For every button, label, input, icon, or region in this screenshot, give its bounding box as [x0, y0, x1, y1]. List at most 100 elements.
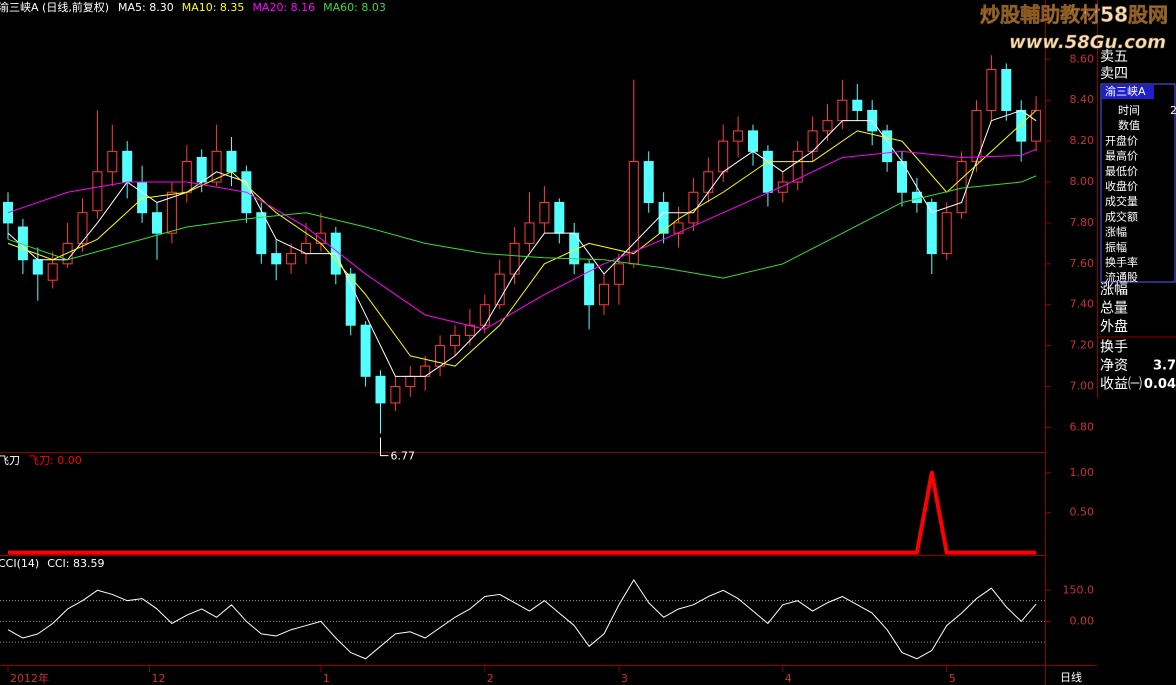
info-box-title: 渝三峡A — [1105, 84, 1146, 98]
candle-body — [152, 212, 162, 234]
info-row-label: 换手率 — [1105, 255, 1138, 269]
candle-body — [122, 150, 133, 183]
candle-body — [271, 253, 282, 265]
series-line — [7, 110, 1037, 367]
candle-body — [137, 181, 148, 214]
y-tick-label: 7.80 — [1070, 216, 1095, 229]
candle-body — [956, 161, 967, 214]
candle-body — [405, 375, 416, 388]
info-row-label: 数值 — [1118, 119, 1140, 132]
order-label: 卖四 — [1100, 66, 1128, 82]
series-line — [7, 148, 1037, 330]
candle-body — [360, 324, 371, 377]
x-tick-label: 4 — [785, 672, 792, 685]
x-tick-label: 1 — [323, 672, 330, 685]
candle-body — [986, 69, 997, 111]
candle-body — [47, 263, 58, 281]
panel — [3, 55, 1042, 434]
watermark-url: www.58Gu.com — [1009, 32, 1166, 53]
quote-label: 净资 — [1100, 358, 1128, 374]
y-tick-label: 0.50 — [1070, 506, 1095, 519]
candle-body — [628, 161, 639, 265]
candle-body — [822, 120, 833, 132]
candle-body — [166, 191, 177, 234]
candle-body — [703, 171, 714, 193]
quote-label: 涨幅 — [1100, 282, 1128, 298]
legend-entry: MA10: 8.35 — [182, 1, 245, 14]
current-value: 飞刀: 0.00 — [28, 454, 82, 467]
candle-body — [62, 242, 73, 265]
candle-body — [539, 201, 550, 224]
info-row-label: 流通股 — [1105, 270, 1138, 284]
quote-label: 总量 — [1100, 301, 1128, 317]
candle-body — [450, 334, 460, 347]
y-tick-label: 7.00 — [1070, 380, 1095, 393]
candle-body — [911, 191, 922, 203]
y-tick-label: 8.20 — [1070, 134, 1095, 147]
low-marker — [380, 437, 389, 457]
candle-body — [718, 140, 729, 173]
chart-title: 渝三峡A (日线,前复权) — [0, 0, 109, 14]
candle-body — [286, 253, 297, 265]
panel — [8, 470, 1037, 555]
series-line — [8, 470, 1037, 555]
candle-body — [777, 181, 788, 193]
legend-entry: MA5: 8.30 — [118, 1, 174, 14]
panel-title: 飞刀 — [0, 454, 20, 467]
low-label: 6.77 — [391, 450, 416, 463]
y-tick-label: 8.00 — [1070, 175, 1095, 188]
candle-body — [762, 150, 773, 193]
info-box-header — [1102, 85, 1154, 99]
candle-body — [524, 222, 535, 244]
y-tick-label: 6.80 — [1070, 420, 1095, 433]
candle-body — [256, 212, 267, 255]
y-tick-label: 150.0 — [1063, 583, 1095, 596]
x-tick-label: 2012年 — [10, 671, 49, 685]
info-box-value: 2 — [1170, 104, 1176, 117]
candle-body — [748, 130, 758, 152]
panel — [0, 579, 1045, 660]
candle-body — [733, 130, 744, 142]
candle-body — [92, 171, 103, 212]
info-row-label: 振幅 — [1105, 240, 1127, 254]
candle-body — [792, 150, 803, 183]
side-panel: 卖五卖四渝三峡A2时间数值开盘价最高价最低价收盘价成交量成交额涨幅振幅换手率流通… — [1097, 49, 1176, 393]
order-label: 卖五 — [1100, 49, 1128, 65]
y-tick-label: 7.40 — [1070, 298, 1095, 311]
candle-body — [554, 201, 565, 234]
candle-body — [613, 263, 624, 285]
frame — [0, 0, 1098, 685]
candle-body — [1016, 109, 1027, 142]
candle-body — [479, 304, 490, 326]
candle-body — [345, 273, 356, 326]
candle-body — [211, 150, 222, 183]
period-label: 日线 — [1060, 670, 1082, 684]
info-row-label: 收盘价 — [1105, 179, 1138, 193]
candle-body — [584, 263, 595, 306]
info-row-label: 成交量 — [1105, 194, 1138, 208]
candle-body — [226, 150, 237, 173]
candle-body — [643, 161, 654, 203]
quote-value: 0.04 — [1144, 377, 1176, 392]
series-line — [7, 109, 1037, 377]
info-row-label: 时间 — [1118, 104, 1140, 117]
info-row-label: 涨幅 — [1105, 226, 1127, 239]
quote-value: 3.7 — [1153, 359, 1176, 374]
x-tick-label: 12 — [152, 672, 166, 685]
y-tick-label: 8.40 — [1070, 93, 1095, 106]
x-tick-label: 5 — [949, 672, 956, 685]
info-row-label: 成交额 — [1105, 209, 1138, 223]
candle-body — [375, 375, 386, 404]
candle-body — [941, 212, 952, 255]
candle-body — [1031, 109, 1042, 142]
candle-body — [196, 156, 207, 183]
x-tick-label: 3 — [621, 672, 628, 685]
candle-body — [181, 161, 192, 193]
quote-label: 换手 — [1100, 339, 1128, 356]
candle-body — [599, 283, 609, 306]
info-row-label: 开盘价 — [1105, 133, 1138, 147]
info-box — [1100, 83, 1176, 283]
candle-body — [494, 273, 505, 306]
candle-body — [882, 130, 893, 163]
